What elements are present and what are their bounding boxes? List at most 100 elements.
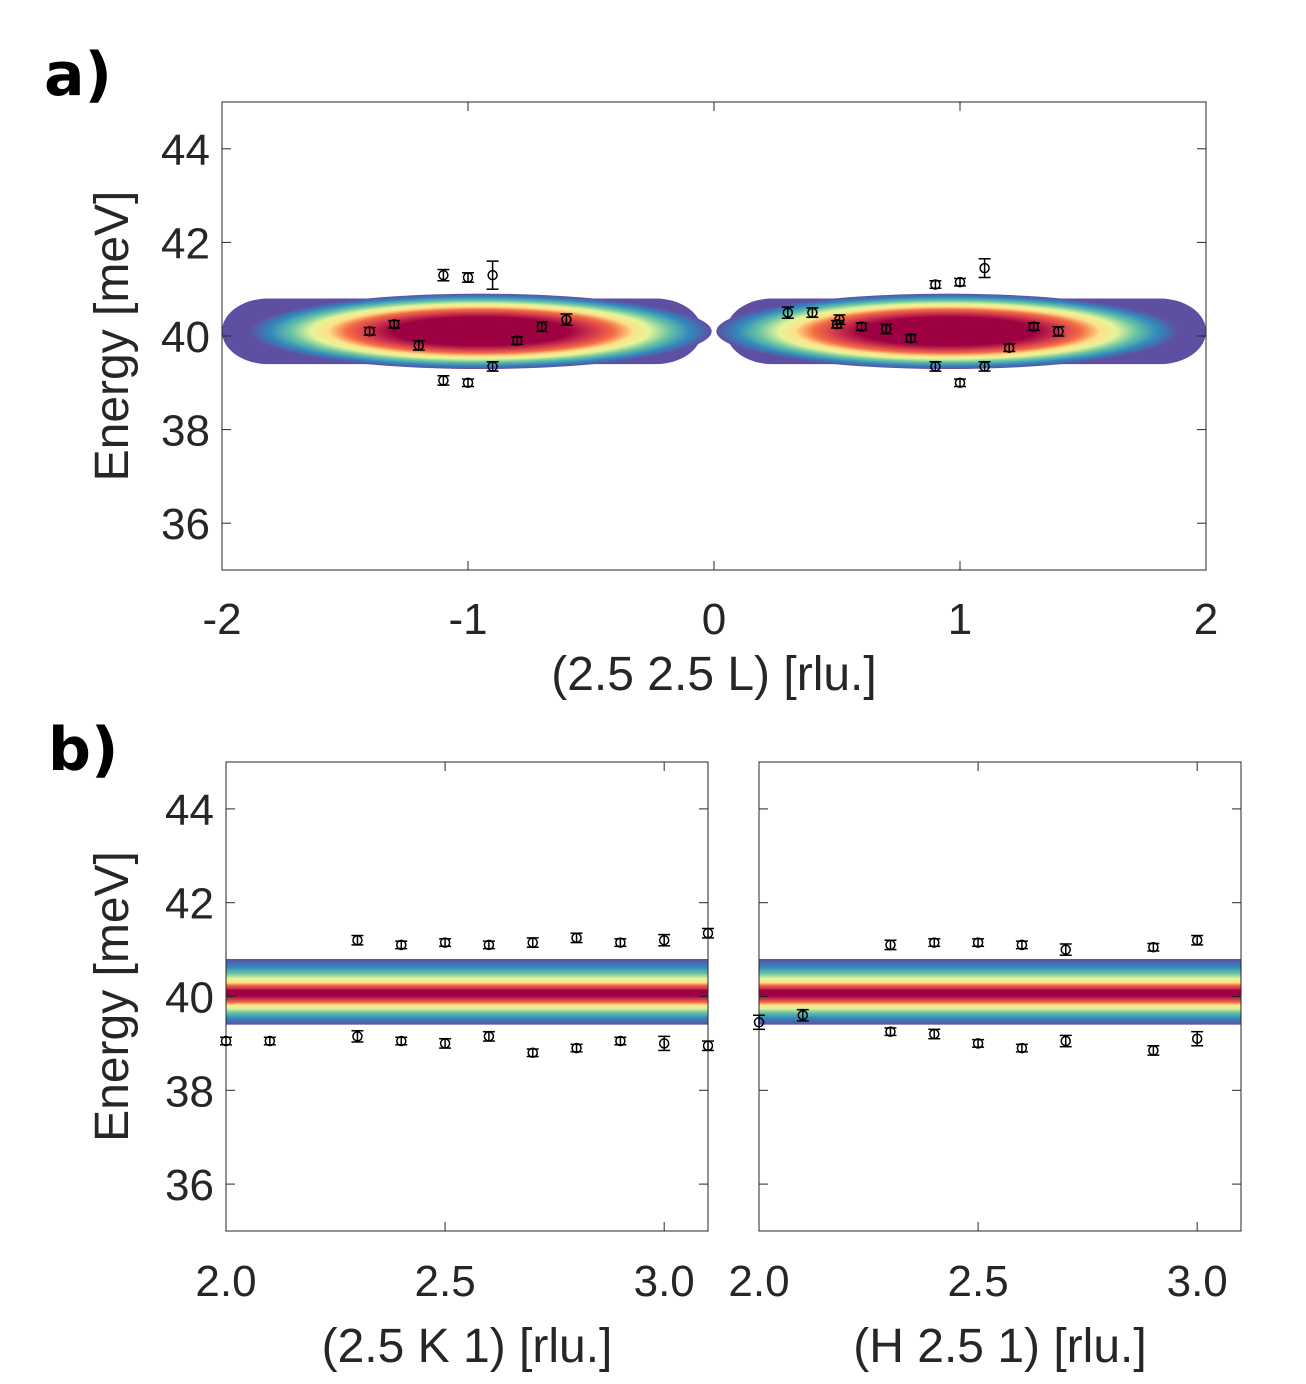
marker [905,333,917,344]
data-point [928,937,941,948]
data-point [570,1042,583,1054]
x-tick-label: 3.0 [1167,1257,1228,1306]
data-point [351,1029,364,1043]
data-point [526,937,539,949]
marker [702,1040,714,1051]
marker [511,335,523,346]
data-point [395,939,408,951]
marker [929,1028,940,1040]
plot-area [226,958,708,1025]
data-point [1027,321,1040,332]
marker [264,1035,276,1047]
y-tick-label: 38 [161,407,210,456]
x-tick-label: 2.0 [728,1257,789,1306]
data-point [978,360,991,372]
chart-b-left: 36 38 40 42 44 2.0 2.5 3.0 (2.5 K 1) [rlu.] Energ… [86,761,714,1373]
marker [880,323,892,335]
x-tick-label: -1 [448,595,487,644]
panel-label-a: a) [44,40,112,110]
data-point [220,1035,232,1047]
data-point [972,1038,985,1049]
marker [1148,1045,1159,1056]
marker [439,1038,451,1049]
data-point [928,1028,941,1040]
data-point [796,1008,809,1022]
chart-a: 36 38 40 42 44 -2 -1 0 1 2 (2.5 2.5 L) [rlu.] Energ… [86,101,1218,701]
x-tick-label: 3.0 [634,1257,695,1306]
y-tick-label: 44 [165,786,214,835]
data-point [482,939,495,951]
data-point [614,1035,627,1047]
marker [753,1017,765,1028]
data-point [753,1014,765,1031]
intensity-band [759,958,1241,1025]
x-tick-label: 2.5 [948,1257,1009,1306]
x-tick-label: 1 [948,595,972,644]
marker [782,307,794,318]
marker [413,340,425,351]
data-point [1059,1034,1072,1048]
marker [462,272,474,283]
data-point [614,937,627,948]
x-tick-label: 2.5 [415,1257,476,1306]
data-point [363,326,376,337]
data-point [1191,934,1204,946]
marker [658,934,670,946]
marker [954,377,966,389]
marker [396,1035,407,1047]
y-tick-label: 42 [161,219,210,268]
marker [439,937,451,948]
x-axis-label: (2.5 2.5 L) [rlu.] [551,648,876,701]
data-point [904,333,917,344]
data-point [702,1040,714,1052]
data-point [702,927,714,939]
plot-area [759,958,1241,1025]
marker [561,314,572,325]
x-tick-label: -2 [202,595,241,644]
marker [438,375,449,386]
y-tick-label: 36 [161,500,210,549]
data-point [833,314,846,326]
data-point [806,307,819,319]
marker [702,927,714,939]
data-point [1003,342,1016,353]
data-point [1015,939,1028,951]
marker [462,377,474,389]
marker [930,361,941,372]
chart-b-right: 2.0 2.5 3.0 (H 2.5 1) [rlu.] [728,761,1242,1373]
marker [1016,1042,1028,1054]
data-point [439,937,452,948]
y-tick-label: 36 [165,1161,214,1210]
marker [1148,942,1159,953]
data-point [781,306,794,319]
y-tick-label: 40 [165,974,214,1023]
intensity-band-core [248,293,712,369]
data-point [388,319,401,330]
marker [483,1031,495,1042]
marker [954,276,966,288]
x-axis-label: (H 2.5 1) [rlu.] [853,1320,1146,1373]
x-tick-label: 2 [1194,595,1218,644]
x-tick-label: 2.0 [195,1257,256,1306]
data-point [884,939,897,951]
marker [352,1031,363,1042]
data-point [954,377,966,389]
marker [979,262,990,274]
data-point [462,272,474,283]
marker [929,937,940,948]
data-point [1015,1042,1028,1054]
y-tick-label: 42 [165,880,214,929]
data-point [972,937,985,948]
marker [438,269,449,281]
data-point [486,360,499,372]
marker [388,319,400,330]
data-point [351,934,364,946]
data-point [1059,943,1072,956]
data-point [560,313,573,326]
data-point [511,335,524,346]
data-point [880,323,893,335]
marker [807,307,818,318]
marker [834,314,845,325]
data-point [929,279,942,290]
marker [979,361,990,372]
